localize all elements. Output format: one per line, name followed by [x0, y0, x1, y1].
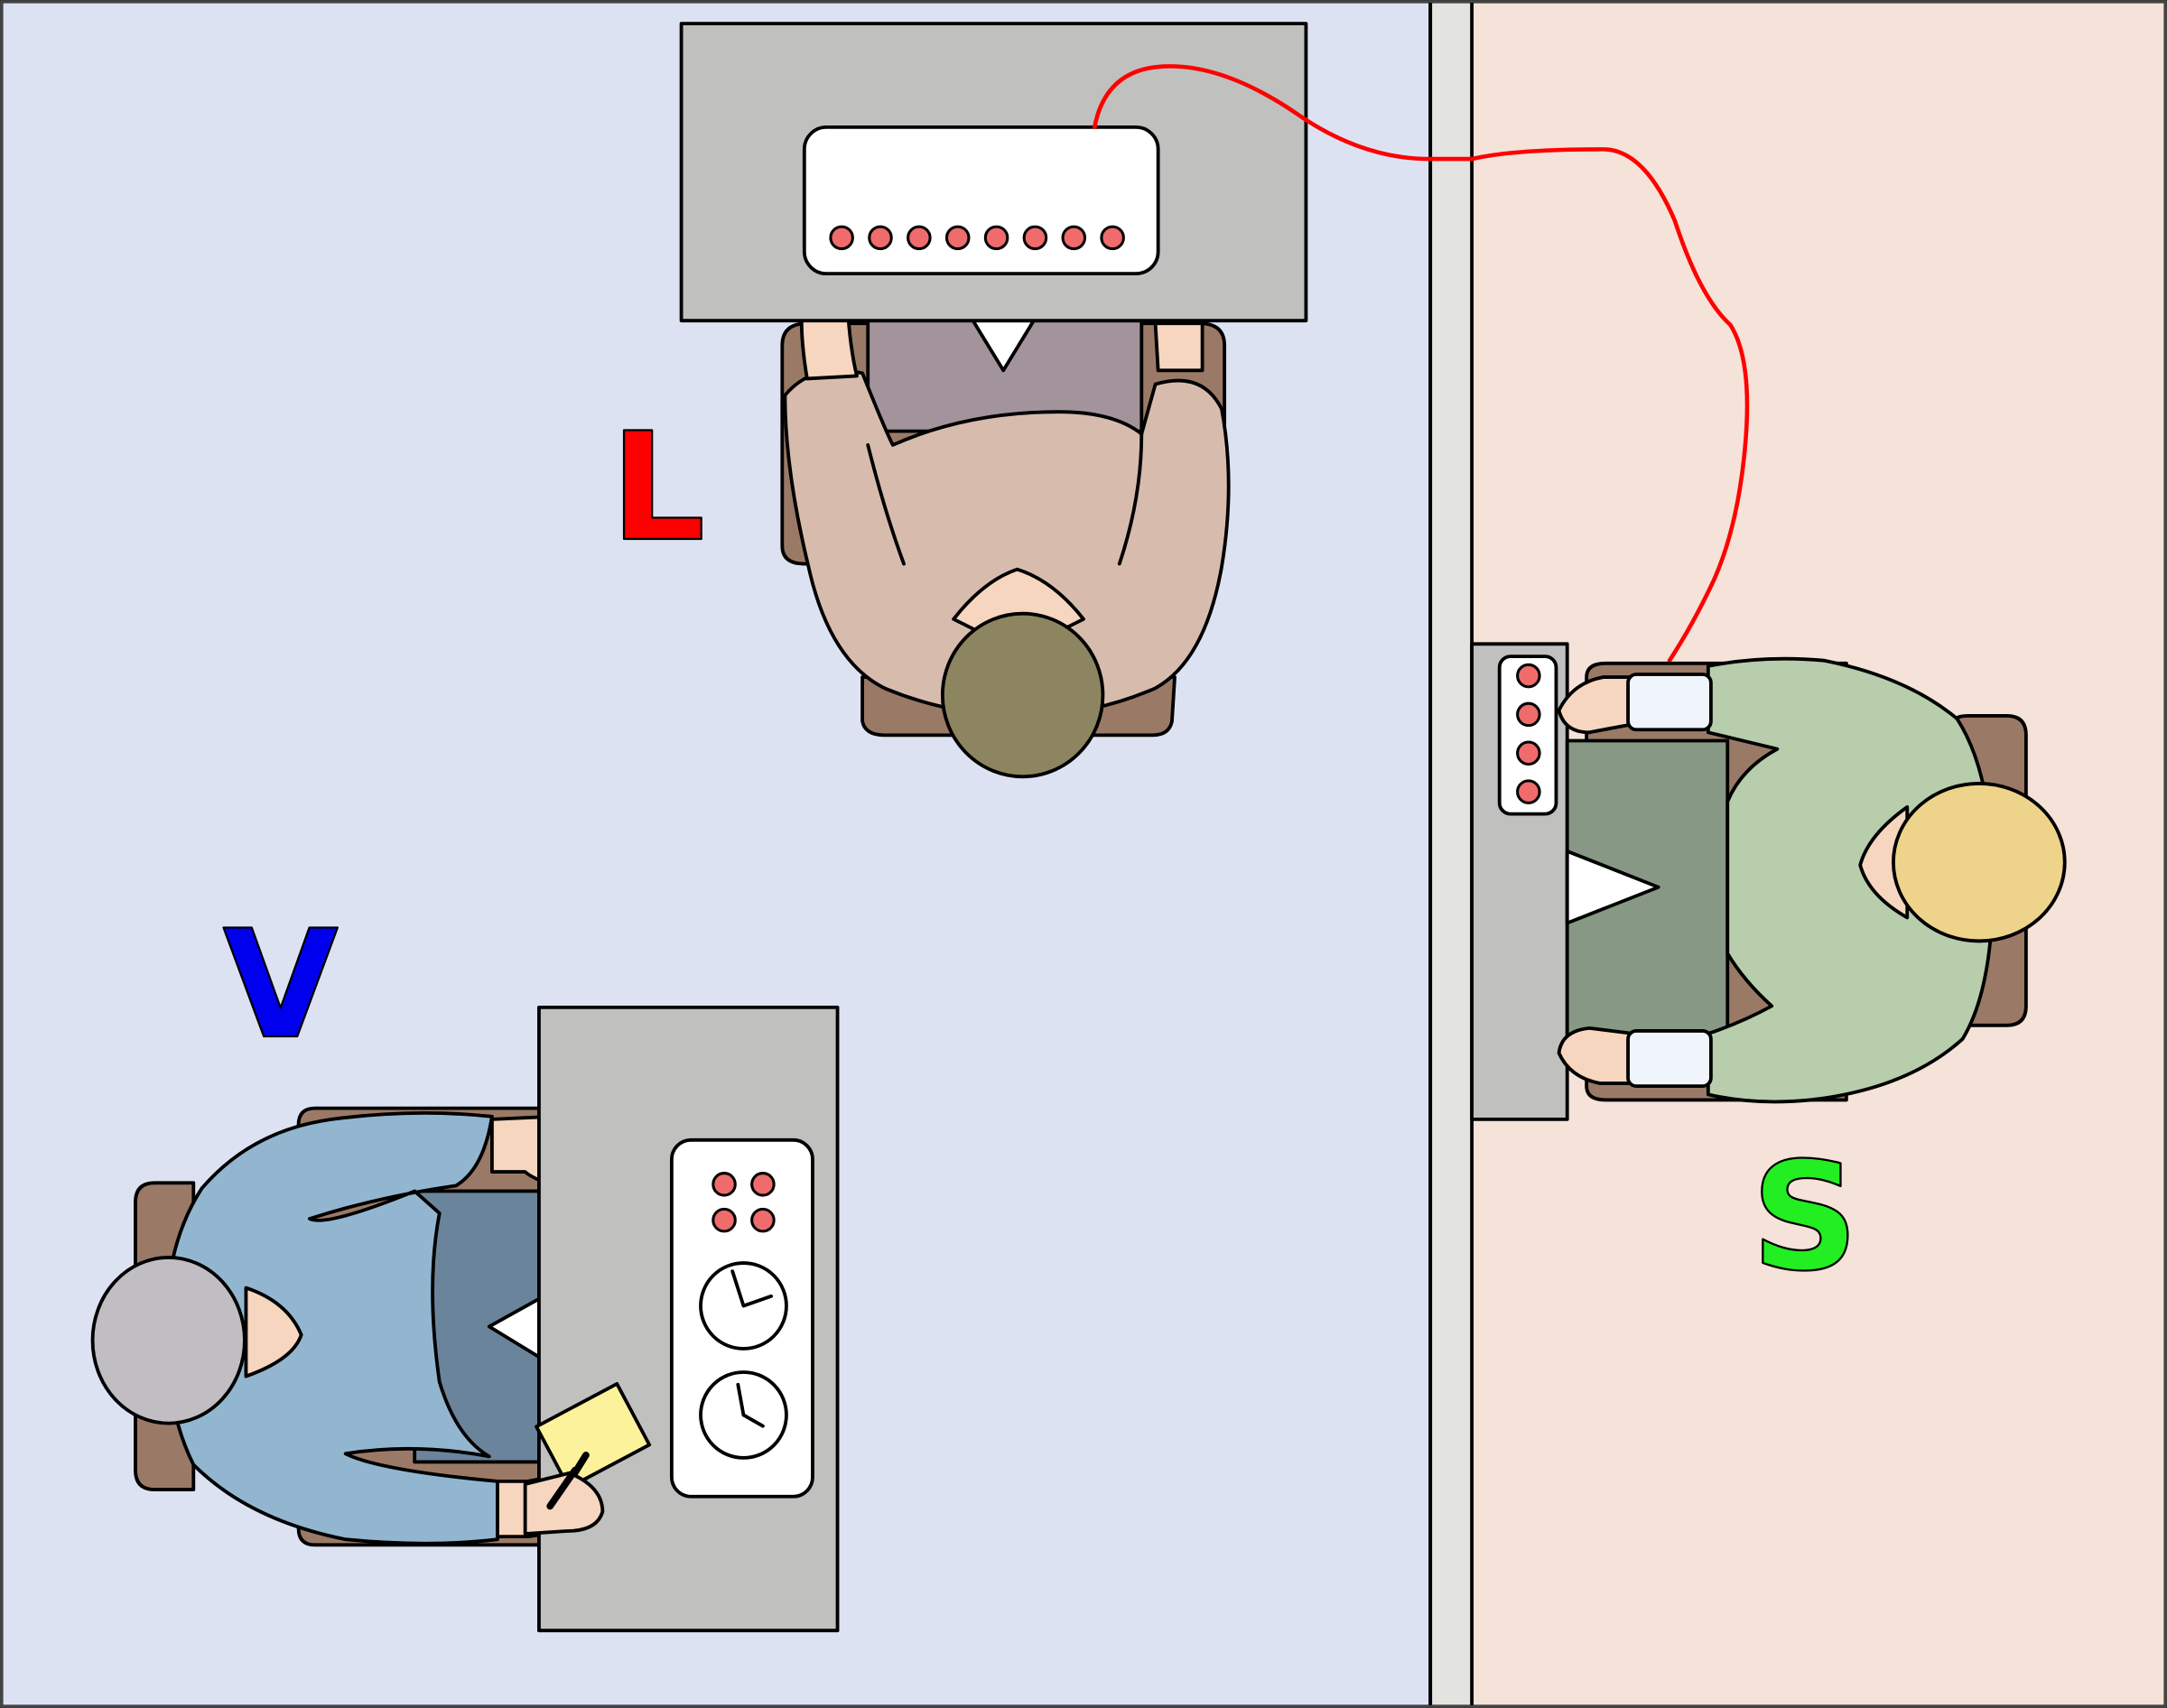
subject-head — [1892, 782, 2067, 943]
subject-torso — [1706, 656, 1995, 1104]
strap-button[interactable] — [1516, 701, 1541, 728]
experimenter-torso — [163, 1110, 499, 1546]
subject-wrist-strap-top — [1626, 673, 1713, 732]
learner-hand-right — [1153, 321, 1204, 373]
strap-control-buttons — [1516, 663, 1541, 804]
learner-figure — [780, 268, 1231, 779]
label-experimenter: V — [223, 898, 339, 1072]
shock-generator-buttons — [829, 225, 1125, 251]
notepad-icon — [535, 1381, 652, 1490]
clock-icon — [699, 1261, 788, 1351]
experimenter-figure — [90, 1106, 605, 1547]
subject-neck — [1858, 805, 1910, 920]
control-button[interactable] — [750, 1207, 776, 1233]
shock-button[interactable] — [907, 225, 932, 251]
shock-button[interactable] — [944, 225, 971, 251]
learner-head — [940, 611, 1105, 779]
label-subject: S — [1751, 1130, 1858, 1304]
learner-arm-line-left — [866, 443, 906, 566]
experimenter-neck — [244, 1286, 303, 1378]
control-button[interactable] — [750, 1172, 776, 1197]
pencil-icon-tip — [546, 1466, 579, 1510]
electric-wire — [1092, 64, 1750, 664]
shock-button[interactable] — [1022, 225, 1048, 251]
subject-crotch — [1565, 849, 1660, 925]
control-button[interactable] — [711, 1207, 737, 1233]
strap-control-panel — [1497, 654, 1558, 816]
shock-button[interactable] — [983, 225, 1009, 251]
clock-icon — [699, 1370, 788, 1460]
shock-button[interactable] — [829, 225, 854, 251]
shock-generator-panel — [802, 125, 1160, 276]
strap-button[interactable] — [1516, 779, 1541, 804]
subject-wrist-strap-bottom — [1626, 1029, 1713, 1089]
shock-button[interactable] — [1100, 225, 1125, 251]
experimenter-head — [90, 1256, 246, 1425]
dividing-wall — [1428, 0, 1474, 1708]
shock-button[interactable] — [1061, 225, 1087, 251]
control-button[interactable] — [711, 1172, 737, 1197]
strap-button[interactable] — [1516, 740, 1541, 766]
shock-button[interactable] — [868, 225, 893, 251]
strap-button[interactable] — [1516, 663, 1541, 689]
learner-arm-line-right — [1117, 432, 1144, 566]
subject-figure — [1557, 656, 2067, 1104]
learner-torso — [783, 368, 1231, 718]
subject-hand-top — [1557, 675, 1636, 735]
label-learner: L — [610, 401, 705, 574]
experimenter-hand-over-notepad — [523, 1471, 605, 1536]
experimenter-control-buttons — [711, 1172, 776, 1233]
